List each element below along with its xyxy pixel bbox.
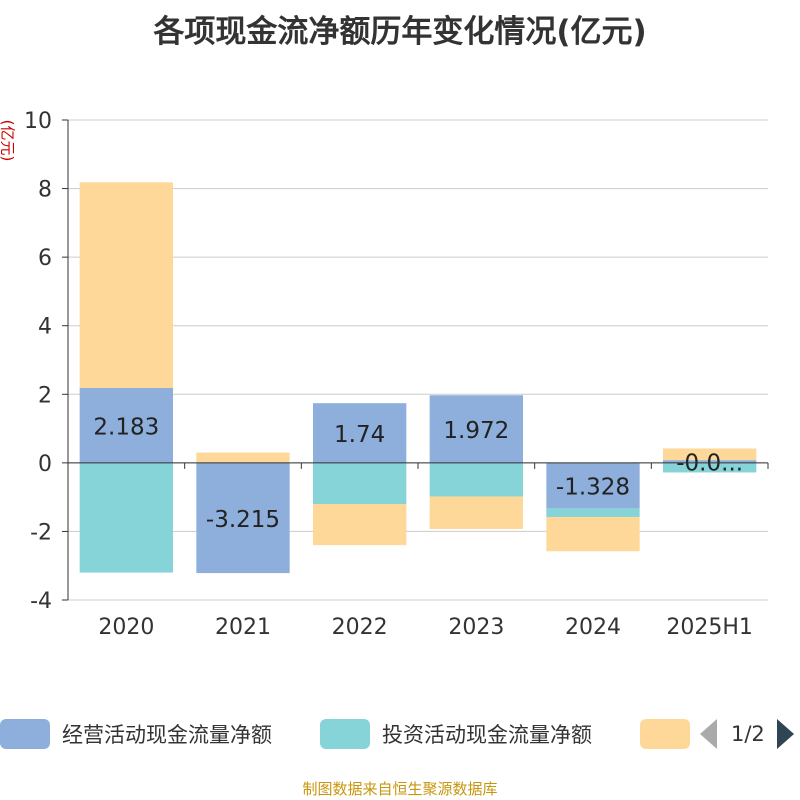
chart-legend: 经营活动现金流量净额 投资活动现金流量净额 (0, 716, 800, 756)
legend-pager: 1/2 (700, 716, 794, 752)
chart-title: 各项现金流净额历年变化情况(亿元) (153, 14, 647, 50)
bar-investing-2025H1 (663, 462, 757, 473)
pager-next-icon[interactable] (776, 719, 794, 749)
x-category-label: 2021 (215, 615, 271, 640)
data-label: -0.0... (676, 450, 743, 476)
y-tick-label: 10 (24, 109, 52, 134)
bar-operating-2020 (79, 388, 173, 463)
y-tick-label: 4 (38, 315, 52, 340)
y-tick-label: 2 (38, 383, 52, 408)
x-category-label: 2024 (565, 615, 621, 640)
x-category-label: 2022 (332, 615, 388, 640)
y-tick-label: 6 (38, 246, 52, 271)
legend-item-investing[interactable]: 投资活动现金流量净额 (320, 716, 592, 752)
source-note: 制图数据来自恒生聚源数据库 (302, 780, 498, 798)
y-tick-label: -2 (30, 520, 52, 545)
bar-third-2023 (429, 496, 523, 530)
y-tick-label: -4 (30, 589, 52, 614)
legend-label-investing: 投资活动现金流量净额 (382, 723, 592, 747)
legend-swatch-third (640, 719, 690, 749)
bar-operating-2024 (546, 462, 640, 509)
x-category-label: 2023 (448, 615, 504, 640)
bar-investing-2022 (313, 462, 407, 504)
data-label: 2.183 (93, 414, 159, 440)
legend-item-operating[interactable]: 经营活动现金流量净额 (0, 716, 272, 752)
bar-investing-2023 (429, 462, 523, 497)
data-label: -3.215 (206, 507, 280, 533)
bar-operating-2022 (313, 403, 407, 463)
data-label: 1.972 (443, 418, 509, 444)
bar-third-2021 (196, 452, 290, 463)
legend-label-operating: 经营活动现金流量净额 (62, 723, 272, 747)
bar-investing-2020 (79, 462, 173, 573)
x-category-label: 2025H1 (666, 615, 753, 640)
bar-operating-2021 (196, 462, 290, 574)
bar-third-2024 (546, 516, 640, 552)
y-tick-label: 0 (38, 452, 52, 477)
bar-third-2022 (313, 504, 407, 546)
legend-swatch-operating (0, 719, 50, 749)
data-label: 1.74 (334, 422, 385, 448)
legend-item-third[interactable] (640, 716, 690, 752)
bar-operating-2025H1 (663, 460, 757, 463)
y-tick-label: 8 (38, 178, 52, 203)
pager-prev-icon[interactable] (700, 719, 717, 749)
bar-third-2025H1 (663, 448, 757, 461)
pager-text: 1/2 (731, 722, 765, 746)
bar-operating-2023 (429, 395, 523, 463)
x-category-label: 2020 (98, 615, 154, 640)
bar-investing-2024 (546, 508, 640, 517)
bar-third-2020 (79, 182, 173, 389)
legend-swatch-investing (320, 719, 370, 749)
data-label: -1.328 (556, 475, 630, 501)
